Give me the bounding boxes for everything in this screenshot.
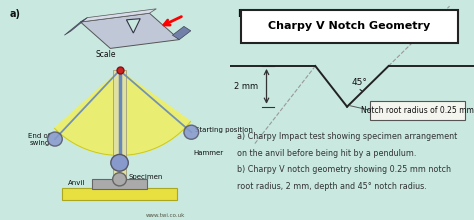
Polygon shape [81,9,156,22]
Text: 45°: 45° [351,78,367,87]
Polygon shape [64,18,87,35]
Bar [62,188,177,200]
Text: Scale: Scale [95,50,116,59]
Polygon shape [55,70,191,155]
Circle shape [111,154,128,171]
Circle shape [113,173,127,186]
Polygon shape [173,26,191,40]
Text: End of
swing: End of swing [28,133,50,146]
Text: www.twi.co.uk: www.twi.co.uk [146,213,185,218]
Text: Hammer: Hammer [193,150,224,156]
Polygon shape [127,19,140,33]
Text: Charpy V Notch Geometry: Charpy V Notch Geometry [268,21,430,31]
Polygon shape [81,13,179,48]
Text: Specimen: Specimen [129,174,163,180]
Bar [113,70,126,180]
Text: root radius, 2 mm, depth and 45° notch radius.: root radius, 2 mm, depth and 45° notch r… [237,182,427,191]
Text: b): b) [237,9,249,19]
Circle shape [47,132,62,146]
Text: Notch root radius of 0.25 mm: Notch root radius of 0.25 mm [361,106,474,115]
Text: b) Charpy V notch geometry showing 0.25 mm notch: b) Charpy V notch geometry showing 0.25 … [237,165,451,174]
Text: Anvil: Anvil [68,180,85,186]
Text: a) Charpy Impact test showing specimen arrangement: a) Charpy Impact test showing specimen a… [237,132,457,141]
Circle shape [184,125,199,139]
Bar [92,179,147,189]
Text: Starting position: Starting position [195,127,253,133]
FancyBboxPatch shape [241,10,458,43]
Text: a): a) [9,9,20,19]
FancyBboxPatch shape [370,101,465,120]
Text: 2 mm: 2 mm [234,82,258,91]
Text: on the anvil before being hit by a pendulum.: on the anvil before being hit by a pendu… [237,148,417,158]
